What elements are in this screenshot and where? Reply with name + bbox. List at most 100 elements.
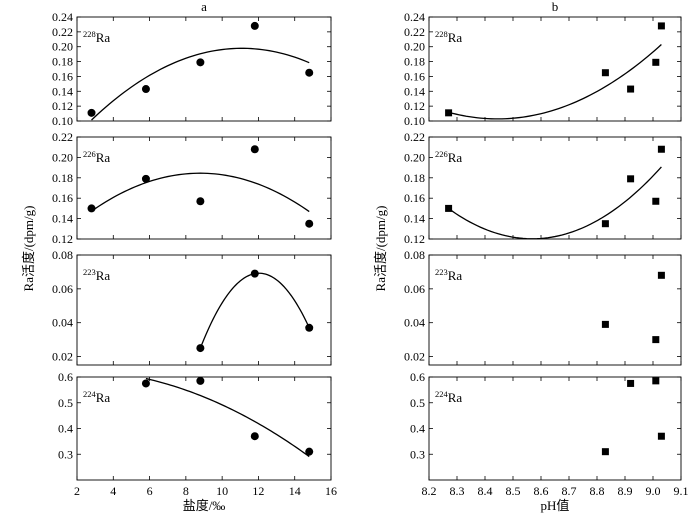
panel-letter-b: b [552,0,559,14]
y-tick-label: 0.5 [58,396,73,410]
y-tick-label: 0.4 [58,422,73,436]
fit-curve [199,272,310,349]
fit-curve [91,172,310,213]
isotope-mass: 228 [435,29,448,39]
x-tick-label: 16 [325,484,337,498]
x-tick-label: 6 [147,484,153,498]
data-point [305,447,314,456]
isotope-symbol: Ra [448,390,463,405]
x-tick-label: 8.5 [506,484,521,498]
plot-frame [428,16,682,122]
y-tick-label: 0.04 [52,316,73,330]
y-tick-label: 0.12 [52,99,73,113]
plot-frame [76,254,332,366]
y-tick-label: 0.22 [404,130,425,144]
x-tick-label: 9.1 [674,484,689,498]
isotope-label: 226Ra [435,149,462,165]
data-point [445,109,453,117]
data-point [141,85,150,94]
y-tick-label: 0.24 [404,10,425,24]
y-tick-label: 0.16 [52,69,73,83]
y-tick-label: 0.5 [410,396,425,410]
y-tick-label: 0.18 [404,171,425,185]
y-tick-label: 0.16 [404,69,425,83]
isotope-mass: 223 [83,267,96,277]
data-point [250,432,259,441]
chart-a: a0.100.120.140.160.180.200.220.24228Ra0.… [21,0,337,513]
y-tick-label: 0.22 [52,130,73,144]
y-tick-label: 0.22 [52,25,73,39]
fit-curve [145,377,310,458]
y-tick-label: 0.16 [52,191,73,205]
x-tick-label: 4 [110,484,116,498]
x-tick-label: 2 [74,484,80,498]
subplot-b-228ra: 0.100.120.140.160.180.200.220.24 228Ra [404,10,682,128]
isotope-mass: 226 [435,149,448,159]
data-point [601,69,609,77]
isotope-mass: 228 [83,29,96,39]
data-point [196,58,205,67]
y-tick-label: 0.02 [52,350,73,364]
data-point [652,377,660,385]
x-tick-label: 10 [216,484,228,498]
x-tick-label: 8.9 [618,484,633,498]
data-point [652,58,660,66]
isotope-symbol: Ra [448,268,463,283]
panel-letter-a: a [201,0,207,14]
y-tick-label: 0.6 [58,370,73,384]
data-point [305,219,314,228]
data-point [445,204,453,212]
y-tick-label: 0.14 [404,84,425,98]
y-tick-label: 0.3 [58,447,73,461]
isotope-label: 228Ra [435,29,462,45]
x-tick-label: 14 [289,484,301,498]
data-point [627,175,635,183]
data-point [601,220,609,228]
data-point [196,197,205,206]
plot-frame [76,16,332,122]
x-tick-label: 8.3 [450,484,465,498]
y-tick-label: 0.12 [404,232,425,246]
data-point [627,85,635,93]
data-point [87,108,96,117]
y-tick-label: 0.20 [404,40,425,54]
plot-frame [428,254,682,366]
isotope-mass: 224 [83,389,97,399]
data-point [657,22,665,30]
data-point [601,320,609,328]
plot-frame [428,136,682,240]
y-tick-label: 0.20 [52,40,73,54]
subplot-a-226ra: 0.12 0.14 0.16 0.18 0.20 0.22 226Ra [52,130,332,246]
data-point [652,336,660,344]
fit-curve [91,47,310,121]
data-point [250,269,259,278]
isotope-label: 224Ra [83,389,110,405]
x-tick-label: 8.2 [422,484,437,498]
y-tick-label: 0.20 [52,150,73,164]
y-tick-label: 0.24 [52,10,73,24]
data-point [196,376,205,385]
chart-b: b0.100.120.140.160.180.200.220.24228Ra0.… [373,0,689,513]
data-point [141,379,150,388]
x-tick-label: 8.7 [562,484,577,498]
data-point [141,174,150,183]
data-point [196,344,205,353]
y-tick-label: 0.08 [404,248,425,262]
x-tick-label: 8 [183,484,189,498]
data-point [627,379,635,387]
data-point [250,21,259,30]
data-point [601,448,609,456]
data-point [657,271,665,279]
y-tick-label: 0.02 [404,350,425,364]
data-point [652,197,660,205]
y-tick-label: 0.06 [52,282,73,296]
plot-frame [428,376,682,481]
isotope-symbol: Ra [96,390,111,405]
y-axis-label: Ra活度/(dpm/g) [373,206,388,292]
y-tick-label: 0.10 [52,114,73,128]
data-point [657,432,665,440]
subplot-b-224ra: 0.3 0.4 0.5 0.6 8.2 8.3 8.4 8.5 8.6 8.7 8.8 8.9 9.0 9… [410,370,689,498]
y-tick-label: 0.18 [404,55,425,69]
plot-frame [76,136,332,240]
